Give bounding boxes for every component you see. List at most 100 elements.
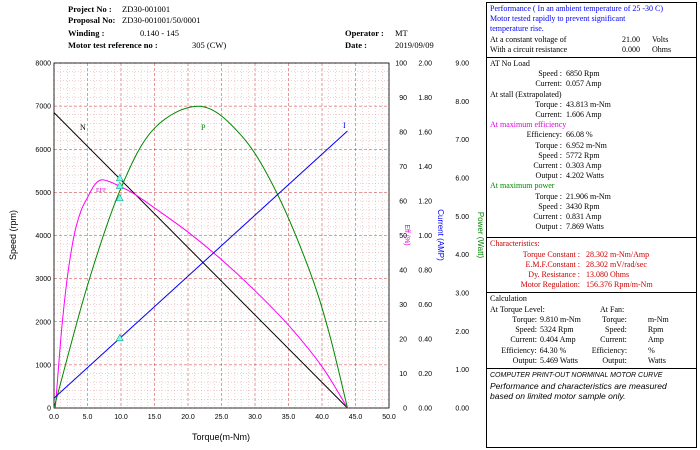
marker-eff — [115, 181, 124, 189]
speed-tick-label: 8000 — [35, 61, 51, 68]
chart-series — [53, 105, 348, 409]
fan-output-label: Output: — [602, 355, 627, 365]
fan-current-unit: Amp — [647, 335, 664, 345]
eff-tick-label: 100 — [395, 61, 407, 68]
speed-tick-label: 5000 — [35, 190, 51, 197]
power-tick-label: 4.00 — [455, 252, 469, 259]
x-tick-label: 50.0 — [382, 414, 396, 421]
st-current-label: Current: — [535, 110, 562, 120]
power-tick-label: 6.00 — [455, 176, 469, 183]
operator-value: MT — [395, 28, 408, 38]
footnote: COMPUTER PRINT-OUT NORMINAL MOTOR CURVE … — [487, 369, 696, 403]
winding-label: Winding : — [68, 28, 105, 38]
eff-tick-label: 20 — [399, 337, 407, 344]
footnote-line1: Performance and characteristics are meas… — [490, 380, 667, 391]
stall-title: At stall (Extrapolated) — [490, 89, 562, 99]
current-tick-label: 0.20 — [418, 371, 432, 378]
power-axis-label: Power (Watt) — [476, 212, 485, 259]
project-no-value: ZD30-001001 — [122, 4, 171, 14]
cl-eff-label: Efficiency: — [501, 345, 537, 355]
x-tick-label: 20.0 — [181, 414, 195, 421]
fan-output-unit: Watts — [647, 355, 666, 365]
current-tick-label: 0.40 — [418, 337, 432, 344]
proposal-no-label: Proposal No: — [68, 15, 116, 25]
st-torque-label: Torque : — [535, 99, 562, 109]
footnote-title: COMPUTER PRINT-OUT NORMINAL MOTOR CURVE — [490, 371, 663, 379]
cl-output-value: 5.469 Watts — [540, 355, 578, 365]
cl-speed-value: 5324 Rpm — [540, 325, 574, 335]
current-tick-label: 1.20 — [418, 199, 432, 206]
axis-ticks: 0.0 5.0 10.0 15.0 20.0 25.0 30.0 35.0 40.0 45.0 50… — [35, 61, 469, 422]
speed-tick-label: 1000 — [35, 362, 51, 369]
eff-tick-label: 70 — [399, 164, 407, 171]
series-p-line — [53, 105, 348, 409]
fan-eff-label: Efficiency: — [591, 345, 628, 355]
x-tick-label: 25.0 — [215, 414, 229, 421]
voltage-unit: Volts — [652, 34, 669, 44]
cl-output-label: Output: — [512, 355, 538, 365]
mp-current-value: 0.831 Amp — [566, 212, 602, 222]
eff-tick-label: 50 — [399, 233, 407, 240]
me-torque-label: Torque : — [535, 140, 562, 150]
speed-tick-label: 3000 — [35, 276, 51, 283]
current-tick-label: 1.40 — [418, 164, 432, 171]
perf-title: Performance ( In an ambient temperature … — [490, 4, 664, 13]
calc-title: Calculation — [490, 294, 527, 304]
mp-current-label: Current : — [533, 212, 562, 222]
me-eff-label: Efficiency: — [526, 130, 562, 140]
eff-tick-label: 10 — [399, 371, 407, 378]
reg-label: Motor Regulation: — [520, 280, 580, 290]
eff-axis-label: Eff (%) — [403, 224, 410, 245]
eff-tick-label: 0 — [403, 406, 407, 413]
dy-label: Dy. Resistance : — [528, 270, 580, 280]
me-current-value: 0.303 Amp — [566, 161, 602, 171]
proposal-no-value: ZD30-001001/50/0001 — [122, 15, 201, 25]
char-title: Characteristics: — [490, 239, 540, 249]
nl-speed-value: 6850 Rpm — [566, 69, 600, 79]
power-tick-label: 5.00 — [455, 214, 469, 221]
fan-torque-label: Torque: — [602, 314, 627, 324]
series-n-line — [53, 112, 348, 409]
current-tick-label: 0.80 — [418, 268, 432, 275]
performance-section: Performance ( In an ambient temperature … — [487, 3, 696, 59]
current-tick-label: 0.60 — [418, 302, 432, 309]
speed-tick-label: 2000 — [35, 319, 51, 326]
me-eff-value: 66.08 % — [566, 130, 593, 140]
motor-curve-chart: 0.0 5.0 10.0 15.0 20.0 25.0 30.0 35.0 40.0 45.0 50… — [8, 61, 485, 443]
x-tick-label: 15.0 — [148, 414, 162, 421]
calculation-section: Calculation At Torque Level: At Fan: Torq… — [487, 293, 696, 369]
current-tick-label: 0.00 — [418, 406, 432, 413]
fan-speed-unit: Rpm — [647, 325, 664, 335]
info-panel: Performance ( In an ambient temperature … — [486, 2, 697, 448]
resistance-unit: Ohms — [652, 44, 672, 54]
me-current-label: Current : — [533, 161, 562, 171]
x-tick-label: 30.0 — [248, 414, 262, 421]
nl-current-value: 0.057 Amp — [566, 79, 602, 89]
series-i-line — [53, 130, 348, 399]
plot-frame — [53, 62, 390, 409]
project-no-label: Project No : — [68, 4, 112, 14]
cl-current-label: Current: — [510, 335, 538, 345]
max-eff-title: At maximum efficiency — [490, 120, 567, 130]
emf-label: E.M.F.Constant : — [525, 259, 580, 269]
st-torque-value: 43.813 m-Nm — [566, 99, 611, 109]
fan-eff-unit: % — [648, 345, 655, 355]
date-value: 2019/09/09 — [395, 40, 434, 50]
chart-grid — [53, 62, 390, 409]
mp-speed-label: Speed : — [538, 201, 562, 211]
x-tick-label: 0.0 — [49, 414, 59, 421]
ref-label: Motor test reference no : — [68, 40, 158, 50]
no-load-section: AT No Load Speed : 6850 Rpm Current: 0.057… — [487, 58, 696, 239]
eff-tick-label: 40 — [399, 268, 407, 275]
eff-tick-label: 60 — [399, 199, 407, 206]
mp-output-label: Output : — [535, 222, 562, 232]
speed-tick-label: 4000 — [35, 233, 51, 240]
cl-current-value: 0.404 Amp — [540, 335, 576, 345]
max-power-title: At maximum power — [490, 181, 555, 191]
current-tick-label: 2.00 — [418, 61, 432, 68]
perf-line2: Motor tested rapidly to prevent signific… — [490, 14, 626, 24]
cl-torque-label: Torque: — [512, 314, 538, 324]
power-tick-label: 0.00 — [455, 406, 469, 413]
marker-n — [115, 173, 124, 182]
